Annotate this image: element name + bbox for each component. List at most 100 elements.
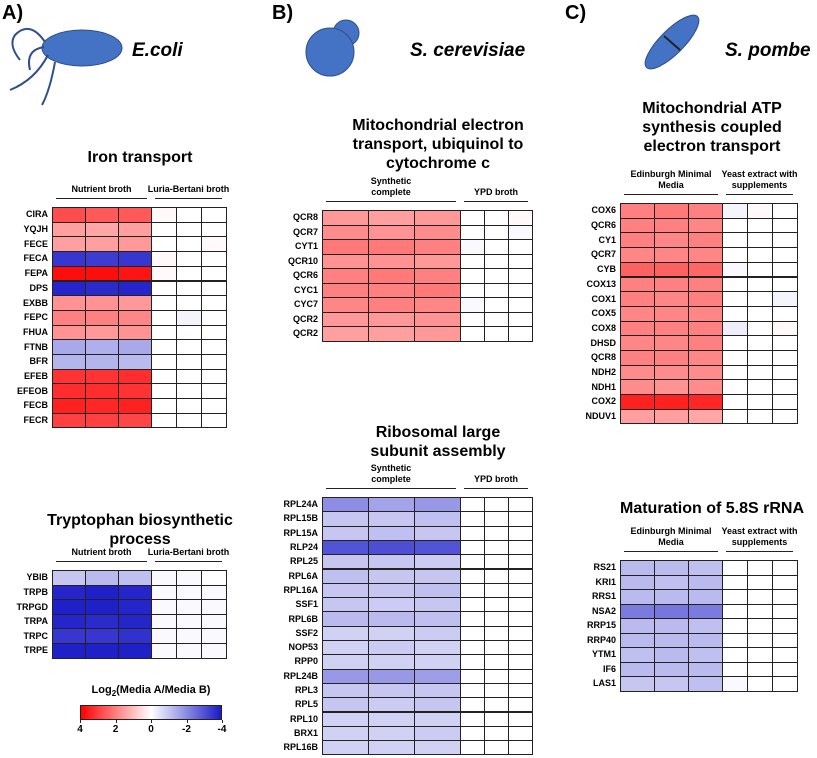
colorbar	[80, 705, 222, 720]
heatmap-cell	[620, 394, 655, 410]
yeast-icon	[305, 19, 360, 77]
heatmap-cell	[201, 265, 227, 282]
row-label: FEPA	[24, 268, 48, 279]
heatmap-cell	[484, 582, 509, 599]
heatmap-cell	[52, 309, 86, 326]
heatmap-cell	[52, 339, 86, 355]
heatmap-cell	[460, 253, 485, 269]
organism-icons	[9, 14, 700, 106]
heatmap-cell	[688, 676, 723, 692]
heatmap-cell	[151, 207, 177, 223]
panel-label: B)	[272, 2, 294, 24]
group-underline	[464, 201, 528, 202]
heatmap-cell	[85, 584, 119, 601]
heatmap-cell	[176, 265, 202, 282]
heatmap-cell	[620, 261, 655, 278]
row-label: RPL16A	[283, 584, 318, 595]
heatmap-cell	[118, 570, 152, 586]
row-label: QCR7	[590, 249, 616, 260]
heatmap-cell	[654, 647, 689, 663]
heatmap-cell	[414, 282, 461, 298]
heatmap-cell	[772, 574, 798, 590]
heatmap-cell	[118, 309, 152, 326]
heatmap-cell	[201, 354, 227, 370]
heatmap-cell	[747, 589, 773, 605]
heatmap-cell	[484, 253, 509, 269]
colorbar-tick	[151, 720, 152, 723]
row-label: EFEB	[23, 371, 48, 382]
group-label: YPD broth	[474, 187, 518, 197]
group-underline	[726, 551, 793, 552]
heatmap-cell	[508, 640, 533, 656]
heatmap-cell	[322, 554, 369, 570]
heatmap-title: Tryptophan biosynthetic process	[47, 512, 233, 548]
heatmap-cell	[772, 394, 798, 410]
heatmap-cell	[747, 335, 773, 351]
colorbar-title-part: (Media A/Media B)	[116, 684, 211, 696]
organism-name: S. pombe	[725, 40, 811, 61]
heatmap-cell	[688, 661, 723, 677]
heatmap-cell	[368, 554, 415, 570]
row-label: RPL25	[289, 556, 318, 567]
heatmap-cell	[85, 613, 119, 630]
heatmap-cell	[508, 568, 533, 584]
row-label: COX13	[586, 278, 616, 289]
heatmap-cell	[414, 224, 461, 240]
row-label: RPL6B	[288, 613, 318, 624]
heatmap-cell	[368, 625, 415, 641]
heatmap-cell	[688, 603, 723, 619]
heatmap-cell	[722, 647, 748, 663]
heatmap-cell	[322, 740, 369, 756]
heatmap-cell	[368, 582, 415, 599]
row-label: TRPC	[23, 630, 49, 641]
colorbar-title: Log2(Media A/Media B)	[80, 684, 222, 698]
heatmap-cell	[85, 412, 119, 429]
heatmap-cell	[176, 324, 202, 341]
row-label: CYC1	[293, 284, 318, 295]
heatmap-cell	[118, 412, 152, 429]
group-label: Synthetic complete	[370, 463, 412, 484]
heatmap-cell	[176, 354, 202, 370]
heatmap-cell	[151, 236, 177, 253]
heatmap-cell	[52, 383, 86, 400]
heatmap-cell	[688, 394, 723, 410]
heatmap-cell	[201, 368, 227, 385]
heatmap-cell	[722, 676, 748, 692]
heatmap-cell	[460, 282, 485, 298]
heatmap-cell	[414, 210, 461, 226]
heatmap-cell	[722, 247, 748, 263]
heatmap-cell	[52, 280, 86, 297]
heatmap-cell	[747, 603, 773, 619]
heatmap-cell	[85, 599, 119, 615]
heatmap-cell	[414, 539, 461, 556]
row-label: QCR6	[292, 270, 318, 281]
heatmap-cell	[322, 582, 369, 599]
heatmap-cell	[460, 539, 485, 556]
heatmap-cell	[322, 597, 369, 613]
heatmap-cell	[484, 654, 509, 670]
heatmap-cell	[176, 207, 202, 223]
heatmap-cell	[368, 539, 415, 556]
heatmap-cell	[414, 597, 461, 613]
group-underline	[326, 201, 456, 202]
colorbar-tick-label: 2	[112, 724, 119, 735]
heatmap-cell	[414, 725, 461, 742]
heatmap-cell	[508, 711, 533, 727]
heatmap-cell	[368, 282, 415, 298]
group-label: Yeast extract with supplements	[721, 169, 798, 190]
row-label: RPP0	[294, 656, 318, 667]
heatmap-cell	[460, 597, 485, 613]
colorbar-tick	[222, 720, 223, 723]
heatmap-cell	[654, 305, 689, 322]
heatmap-cell	[176, 599, 202, 615]
heatmap-cell	[201, 295, 227, 311]
heatmap-cell	[368, 682, 415, 699]
heatmap-cell	[654, 350, 689, 366]
heatmap-cell	[368, 711, 415, 727]
heatmap-cell	[620, 618, 655, 634]
heatmap-cell	[654, 203, 689, 219]
heatmap-cell	[747, 408, 773, 425]
heatmap-cell	[772, 247, 798, 263]
heatmap-cell	[368, 224, 415, 240]
heatmap-cell	[484, 611, 509, 627]
